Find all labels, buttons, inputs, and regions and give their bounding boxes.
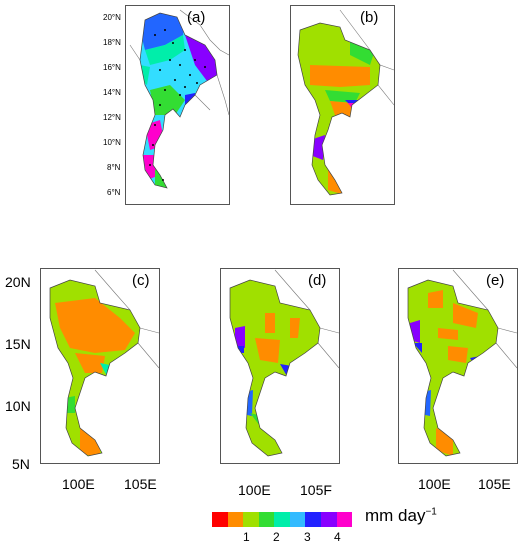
panel-e-label: (e) <box>486 272 505 289</box>
lon-tick-d-100e: 100E <box>238 482 271 498</box>
colorbar-swatch-0 <box>212 512 228 527</box>
panel-d-map <box>229 269 340 457</box>
lat-tick-a-12: 12°N <box>103 113 121 122</box>
colorbar-swatch-5 <box>289 512 306 527</box>
colorbar-swatch-8 <box>336 512 353 527</box>
panel-a-label: (a) <box>187 9 206 26</box>
panel-b-label: (b) <box>360 9 379 26</box>
colorbar-tick-4: 4 <box>334 530 341 544</box>
lon-tick-c-100e: 100E <box>62 476 95 492</box>
lat-tick-a-6: 6°N <box>107 188 121 197</box>
lon-tick-c-105e: 105E <box>124 476 157 492</box>
lat-tick-a-10: 10°N <box>103 138 121 147</box>
panel-c-label: (c) <box>132 272 150 289</box>
lat-tick-a-16: 16°N <box>103 63 121 72</box>
panel-e: (e) <box>398 268 518 464</box>
lon-tick-e-105e: 105E <box>478 476 511 492</box>
colorbar-unit: mm day−1 <box>365 506 437 526</box>
lat-tick-a-20: 20°N <box>103 13 121 22</box>
colorbar-swatch-4 <box>274 512 290 527</box>
lat-tick-10n: 10N <box>5 398 31 414</box>
panel-b: (b) <box>290 5 395 205</box>
panel-c-map <box>49 269 160 457</box>
lat-tick-a-8: 8°N <box>107 163 121 172</box>
unit-text: mm day <box>365 506 426 525</box>
colorbar-swatch-6 <box>305 512 321 527</box>
colorbar-tick-3: 3 <box>304 530 311 544</box>
lat-tick-a-14: 14°N <box>103 88 121 97</box>
panel-a-map <box>129 9 230 189</box>
colorbar-tick-1: 1 <box>243 530 250 544</box>
colorbar-tick-2: 2 <box>273 530 280 544</box>
colorbar-swatch-3 <box>258 512 275 527</box>
colorbar-swatch-1 <box>227 512 244 527</box>
panel-c: (c) <box>40 268 160 464</box>
lat-tick-a-18: 18°N <box>103 38 121 47</box>
panel-d-label: (d) <box>308 272 327 289</box>
lat-tick-15n: 15N <box>5 336 31 352</box>
lon-tick-e-100e: 100E <box>418 476 451 492</box>
colorbar-swatch-7 <box>320 512 337 527</box>
lat-tick-5n: 5N <box>12 456 30 472</box>
unit-exponent: −1 <box>425 506 437 518</box>
panel-b-map <box>297 9 395 196</box>
panel-d: (d) <box>220 268 340 464</box>
lon-tick-d-105f: 105F <box>300 482 332 498</box>
panel-a: (a) 20°N 18°N 16°N 14°N 12°N 10°N 8°N 6°… <box>103 5 230 205</box>
panel-e-map <box>407 269 518 457</box>
lat-tick-20n: 20N <box>5 274 31 290</box>
colorbar <box>212 512 353 527</box>
colorbar-swatch-2 <box>243 512 259 527</box>
